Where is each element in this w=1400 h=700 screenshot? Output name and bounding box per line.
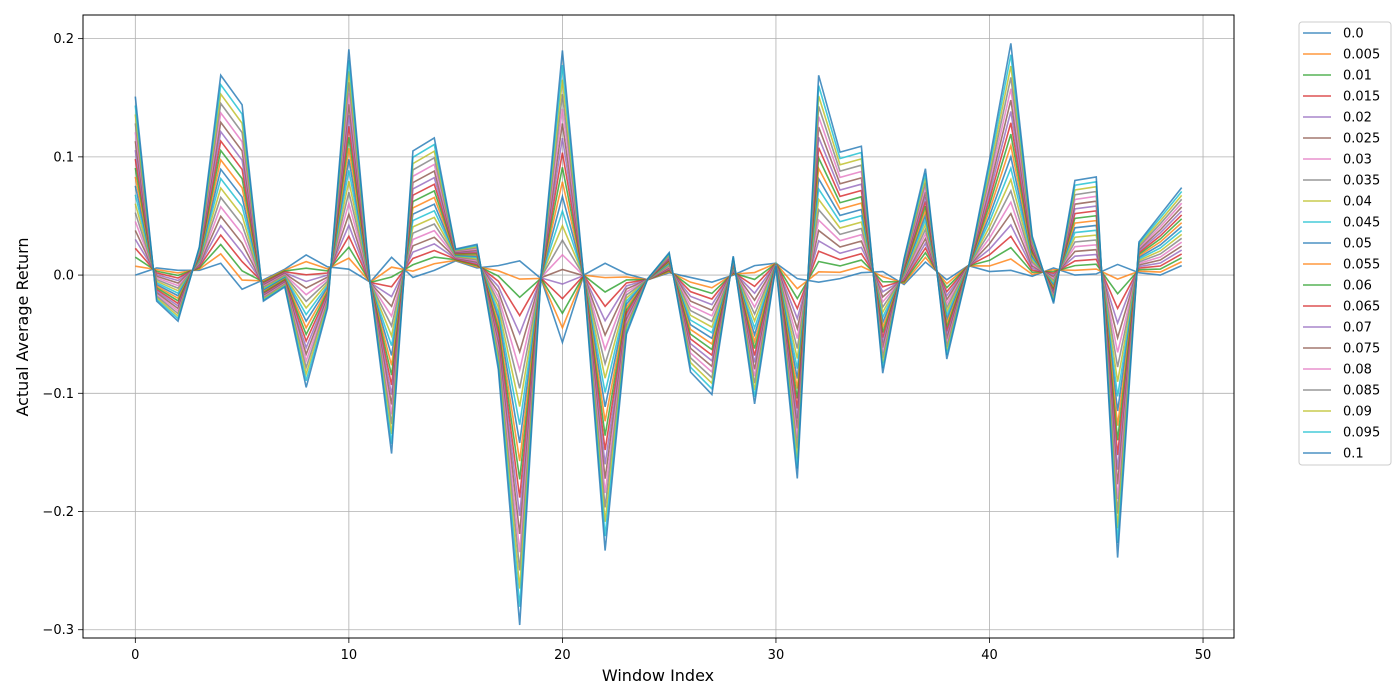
y-tick-label: −0.1 <box>42 387 74 402</box>
legend-label: 0.055 <box>1343 258 1380 273</box>
legend-label: 0.065 <box>1343 300 1380 315</box>
legend-label: 0.035 <box>1343 174 1380 189</box>
y-tick-label: 0.2 <box>53 32 74 47</box>
x-tick-label: 50 <box>1195 648 1212 663</box>
x-tick-label: 0 <box>131 648 139 663</box>
y-tick-label: 0.0 <box>53 269 74 284</box>
legend-label: 0.085 <box>1343 384 1380 399</box>
legend-label: 0.07 <box>1343 321 1372 336</box>
x-axis-label: Window Index <box>602 666 714 685</box>
legend-label: 0.075 <box>1343 342 1380 357</box>
legend-label: 0.02 <box>1343 111 1372 126</box>
legend-label: 0.03 <box>1343 153 1372 168</box>
y-tick-label: 0.1 <box>53 150 74 165</box>
legend-label: 0.09 <box>1343 405 1372 420</box>
series-line-0.1 <box>134 43 1183 626</box>
legend-label: 0.06 <box>1343 279 1372 294</box>
legend-label: 0.08 <box>1343 363 1372 378</box>
legend: 0.0 0.005 0.01 0.015 0.02 0.025 0.03 0.035 0.04 0… <box>1298 21 1392 466</box>
legend-label: 0.01 <box>1343 69 1372 84</box>
legend-label: 0.05 <box>1343 237 1372 252</box>
y-tick-label: −0.3 <box>42 623 74 638</box>
legend-label: 0.0 <box>1343 27 1364 42</box>
legend-frame <box>1298 21 1392 466</box>
y-axis-label: Actual Average Return <box>13 237 32 416</box>
grid-lines <box>83 15 1234 638</box>
x-tick-label: 10 <box>341 648 358 663</box>
y-axis: −0.3 −0.2 −0.1 0.0 0.1 0.2 <box>42 32 83 638</box>
plot-frame <box>82 14 1235 639</box>
legend-label: 0.04 <box>1343 195 1372 210</box>
legend-label: 0.1 <box>1343 447 1364 462</box>
x-tick-label: 40 <box>981 648 998 663</box>
y-tick-label: −0.2 <box>42 505 74 520</box>
series-lines <box>134 43 1183 626</box>
legend-label: 0.005 <box>1343 48 1380 63</box>
x-axis: 0 10 20 30 40 50 <box>131 638 1211 663</box>
legend-label: 0.095 <box>1343 426 1380 441</box>
legend-label: 0.025 <box>1343 132 1380 147</box>
legend-label: 0.015 <box>1343 90 1380 105</box>
x-tick-label: 20 <box>554 648 571 663</box>
legend-label: 0.045 <box>1343 216 1380 231</box>
x-tick-label: 30 <box>768 648 785 663</box>
